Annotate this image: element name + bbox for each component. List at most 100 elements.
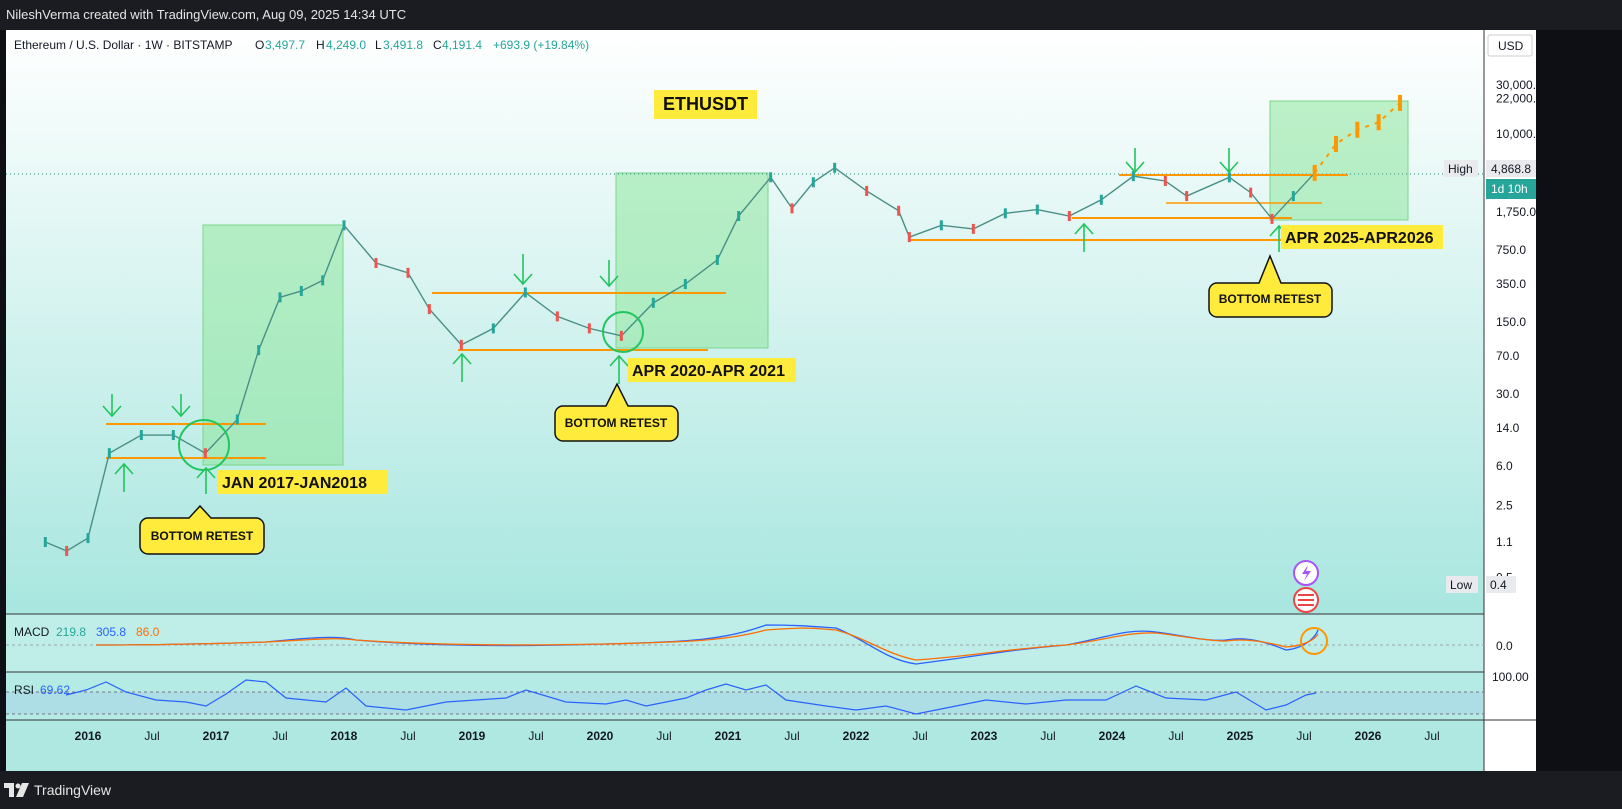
time-tick-label: 2024 (1099, 729, 1126, 743)
shaded-region-2020 (615, 172, 769, 349)
attribution-bar: NileshVerma created with TradingView.com… (0, 0, 1622, 30)
down-arrow-icon (1125, 148, 1145, 174)
time-tick-label: Jul (144, 729, 159, 743)
time-axis-bg (6, 720, 1484, 771)
time-tick-label: 2026 (1355, 729, 1382, 743)
ohlc-legend: Ethereum / U.S. Dollar · 1W · BITSTAMP O… (14, 38, 589, 52)
low-label: L (375, 38, 382, 52)
low-tag-bg (1446, 576, 1478, 593)
price-candle (939, 220, 943, 231)
macd-value-3: 86.0 (136, 625, 160, 639)
price-tick-label: 1.1 (1496, 535, 1513, 549)
time-tick-label: Jul (1424, 729, 1439, 743)
high-value: 4,868.8 (1491, 162, 1531, 176)
down-arrow-icon (599, 260, 619, 288)
tradingview-logo[interactable]: TradingView (4, 771, 111, 809)
callout-bottom-retest-2: BOTTOM RETEST (554, 382, 679, 442)
price-candle (1035, 204, 1039, 215)
callout-text: BOTTOM RETEST (565, 416, 668, 430)
up-arrow-icon (114, 462, 134, 492)
up-arrow-icon (609, 354, 629, 384)
macd-value-2: 305.8 (96, 625, 126, 639)
support-resistance-lines (106, 174, 1348, 459)
countdown-bg (1486, 179, 1536, 199)
time-tick-label: Jul (1168, 729, 1183, 743)
callout-text: BOTTOM RETEST (1219, 292, 1322, 306)
price-candle (374, 258, 378, 269)
price-tick-label: 750.0 (1496, 243, 1526, 257)
period-badge-2 (628, 358, 796, 382)
high-label: H (316, 38, 325, 52)
period-label-2: APR 2020-APR 2021 (632, 363, 785, 380)
price-candle (1099, 194, 1103, 205)
title-badge (654, 90, 757, 119)
countdown-label: 1d 10h (1491, 182, 1528, 196)
time-tick-label: Jul (272, 729, 287, 743)
price-tick-label: 70.0 (1496, 349, 1520, 363)
price-tick-label: 150.0 (1496, 315, 1526, 329)
up-arrow-icon (452, 352, 472, 382)
price-candle (427, 304, 431, 315)
price-candle (769, 172, 773, 183)
price-candle (257, 345, 261, 356)
macd-label: MACD (14, 625, 50, 639)
low-tag: Low (1450, 578, 1472, 592)
close-value: 4,191.4 (442, 38, 482, 52)
chart-svg[interactable]: ETHUSDT JAN 2017-JAN2018 APR 2020-APR 20… (6, 30, 1536, 771)
low-value-bg (1486, 576, 1516, 593)
price-candle (491, 323, 495, 334)
price-candle (406, 267, 410, 278)
price-tick-label: 22,000.0 (1496, 92, 1536, 106)
chart-title: ETHUSDT (663, 94, 748, 114)
price-tick-label: 30,000.0 (1496, 78, 1536, 92)
attribution-text: NileshVerma created with TradingView.com… (6, 7, 407, 22)
low-value: 3,491.8 (383, 38, 423, 52)
callout-text: BOTTOM RETEST (151, 529, 254, 543)
macd-highlight-circle (1300, 627, 1328, 655)
up-arrow-icon (1074, 222, 1094, 252)
price-candle (811, 177, 815, 188)
price-tick-label: 30.0 (1496, 387, 1520, 401)
high-tag: High (1448, 162, 1473, 176)
currency-selector[interactable] (1487, 34, 1533, 57)
time-tick-label: Jul (1040, 729, 1055, 743)
price-candle (203, 448, 207, 459)
price-candle (865, 185, 869, 196)
price-tick-label: 2.5 (1496, 498, 1513, 512)
projection-line (1313, 102, 1401, 174)
signal-line (95, 627, 1319, 661)
price-candle (299, 285, 303, 296)
price-candle (555, 311, 559, 322)
footer-bar: TradingView (0, 771, 1622, 809)
price-candle (737, 211, 741, 222)
price-tick-label: 10,000.0 (1496, 127, 1536, 141)
chart-area[interactable]: ETHUSDT JAN 2017-JAN2018 APR 2020-APR 20… (6, 30, 1536, 771)
price-axis-bg (1484, 30, 1536, 771)
price-candle (171, 430, 175, 441)
rsi-pane-bg (6, 672, 1484, 720)
down-arrow-icon (513, 254, 533, 286)
time-tick-label: Jul (400, 729, 415, 743)
price-candle (139, 430, 143, 441)
projection-bar (1376, 114, 1381, 131)
rsi-value: 69.62 (40, 683, 70, 697)
time-tick-label: 2025 (1227, 729, 1254, 743)
price-candle (459, 339, 463, 350)
high-tag-bg (1444, 160, 1478, 177)
price-candle (1249, 187, 1253, 198)
price-candle (619, 330, 623, 341)
price-candle (86, 533, 90, 544)
period-label-3: APR 2025-APR2026 (1285, 230, 1434, 247)
brand-name: TradingView (34, 782, 112, 798)
callout-bottom-retest-1: BOTTOM RETEST (139, 504, 265, 555)
period-badge-3 (1281, 225, 1443, 249)
arrow-markers (102, 148, 1289, 494)
price-candle (1291, 191, 1295, 202)
down-arrow-icon (171, 394, 191, 418)
price-candle (1067, 211, 1071, 222)
price-candle (907, 232, 911, 243)
period-label-1: JAN 2017-JAN2018 (222, 475, 367, 492)
time-tick-label: 2021 (715, 729, 742, 743)
period-badge-1 (218, 470, 388, 494)
time-tick-label: 2016 (75, 729, 102, 743)
